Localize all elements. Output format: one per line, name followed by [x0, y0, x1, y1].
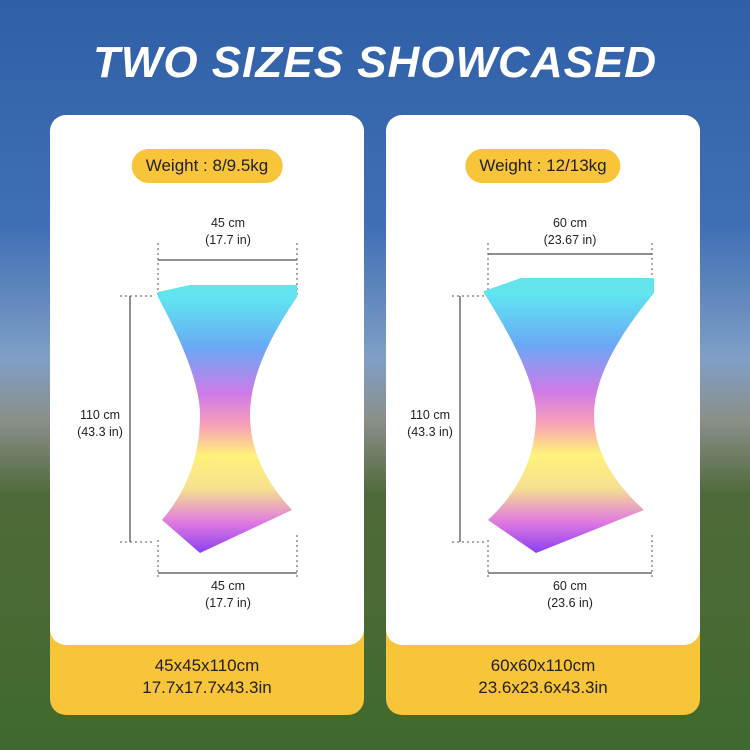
top-width-in: (17.7 in): [205, 233, 251, 247]
top-width-cm: 60 cm: [552, 216, 588, 230]
base-width-cm: 45 cm: [210, 579, 246, 593]
height-in: (43.3 in): [77, 425, 123, 439]
top-width-label: 45 cm (17.7 in): [178, 215, 278, 249]
top-width-label: 60 cm (23.67 in): [520, 215, 620, 249]
height-label: 110 cm (43.3 in): [386, 407, 480, 441]
table-illustration: [452, 243, 654, 577]
page-title: TWO SIZES SHOWCASED: [92, 38, 658, 87]
height-in: (43.3 in): [407, 425, 453, 439]
size-cm: 45x45x110cm: [154, 656, 260, 675]
base-width-cm: 60 cm: [552, 579, 588, 593]
size-in: 17.7x17.7x43.3in: [142, 678, 272, 697]
base-width-label: 60 cm (23.6 in): [520, 578, 620, 612]
top-width-cm: 45 cm: [210, 216, 246, 230]
size-in: 23.6x23.6x43.3in: [478, 678, 608, 697]
size-cm: 60x60x110cm: [490, 656, 596, 675]
size-card-large: Weight : 12/13kg 60 cm (23.67 in) 110 cm (…: [386, 115, 700, 715]
weight-badge: Weight : 12/13kg: [465, 149, 621, 183]
weight-badge: Weight : 8/9.5kg: [131, 149, 283, 183]
dimensions-summary: 60x60x110cm 23.6x23.6x43.3in: [386, 655, 700, 699]
base-width-in: (23.6 in): [547, 596, 593, 610]
height-cm: 110 cm: [79, 408, 121, 422]
size-card-small: Weight : 8/9.5kg 45 cm (17.7 in) 110 cm (4…: [50, 115, 364, 715]
base-width-label: 45 cm (17.7 in): [178, 578, 278, 612]
table-illustration: [120, 243, 298, 577]
height-cm: 110 cm: [409, 408, 451, 422]
height-label: 110 cm (43.3 in): [50, 407, 150, 441]
dimensions-summary: 45x45x110cm 17.7x17.7x43.3in: [50, 655, 364, 699]
top-width-in: (23.67 in): [543, 233, 597, 247]
base-width-in: (17.7 in): [205, 596, 251, 610]
